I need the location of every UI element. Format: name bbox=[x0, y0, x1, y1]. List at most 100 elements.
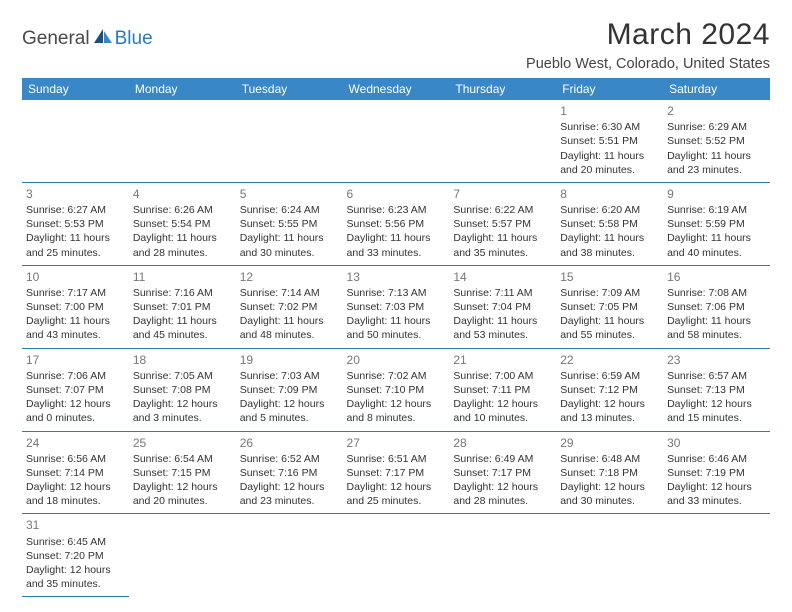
calendar-cell: 3Sunrise: 6:27 AMSunset: 5:53 PMDaylight… bbox=[22, 182, 129, 265]
calendar-row: 24Sunrise: 6:56 AMSunset: 7:14 PMDayligh… bbox=[22, 431, 770, 514]
cell-line: and 55 minutes. bbox=[560, 328, 659, 342]
calendar-cell bbox=[236, 514, 343, 597]
calendar-cell: 9Sunrise: 6:19 AMSunset: 5:59 PMDaylight… bbox=[663, 182, 770, 265]
cell-line: Sunset: 7:06 PM bbox=[667, 300, 766, 314]
cell-line: Sunrise: 6:26 AM bbox=[133, 203, 232, 217]
cell-line: Daylight: 12 hours bbox=[667, 397, 766, 411]
cell-line: Sunrise: 6:23 AM bbox=[347, 203, 446, 217]
day-number: 13 bbox=[347, 269, 446, 285]
day-number: 10 bbox=[26, 269, 125, 285]
calendar-cell: 6Sunrise: 6:23 AMSunset: 5:56 PMDaylight… bbox=[343, 182, 450, 265]
cell-line: Sunset: 7:05 PM bbox=[560, 300, 659, 314]
cell-line: Daylight: 11 hours bbox=[26, 314, 125, 328]
cell-line: Sunrise: 7:05 AM bbox=[133, 369, 232, 383]
cell-line: and 13 minutes. bbox=[560, 411, 659, 425]
calendar-cell: 27Sunrise: 6:51 AMSunset: 7:17 PMDayligh… bbox=[343, 431, 450, 514]
cell-line: and 8 minutes. bbox=[347, 411, 446, 425]
cell-line: Sunrise: 7:02 AM bbox=[347, 369, 446, 383]
calendar-cell: 26Sunrise: 6:52 AMSunset: 7:16 PMDayligh… bbox=[236, 431, 343, 514]
day-number: 21 bbox=[453, 352, 552, 368]
cell-line: Sunset: 7:09 PM bbox=[240, 383, 339, 397]
cell-line: and 30 minutes. bbox=[560, 494, 659, 508]
cell-line: Sunset: 5:52 PM bbox=[667, 134, 766, 148]
logo-text-blue: Blue bbox=[115, 28, 153, 50]
cell-line: Sunset: 7:17 PM bbox=[453, 466, 552, 480]
day-number: 11 bbox=[133, 269, 232, 285]
cell-line: Sunrise: 6:19 AM bbox=[667, 203, 766, 217]
calendar-row: 17Sunrise: 7:06 AMSunset: 7:07 PMDayligh… bbox=[22, 348, 770, 431]
cell-line: Sunset: 7:11 PM bbox=[453, 383, 552, 397]
cell-line: Sunset: 5:59 PM bbox=[667, 217, 766, 231]
cell-line: and 15 minutes. bbox=[667, 411, 766, 425]
day-number: 22 bbox=[560, 352, 659, 368]
calendar-cell: 4Sunrise: 6:26 AMSunset: 5:54 PMDaylight… bbox=[129, 182, 236, 265]
cell-line: and 35 minutes. bbox=[453, 246, 552, 260]
cell-line: and 53 minutes. bbox=[453, 328, 552, 342]
cell-line: Daylight: 11 hours bbox=[667, 314, 766, 328]
day-number: 18 bbox=[133, 352, 232, 368]
cell-line: Sunset: 5:57 PM bbox=[453, 217, 552, 231]
calendar-cell: 16Sunrise: 7:08 AMSunset: 7:06 PMDayligh… bbox=[663, 265, 770, 348]
cell-line: and 28 minutes. bbox=[133, 246, 232, 260]
cell-line: and 20 minutes. bbox=[133, 494, 232, 508]
day-number: 28 bbox=[453, 435, 552, 451]
cell-line: Daylight: 11 hours bbox=[560, 314, 659, 328]
cell-line: Sunset: 5:55 PM bbox=[240, 217, 339, 231]
calendar-row: 3Sunrise: 6:27 AMSunset: 5:53 PMDaylight… bbox=[22, 182, 770, 265]
day-number: 30 bbox=[667, 435, 766, 451]
day-number: 14 bbox=[453, 269, 552, 285]
cell-line: and 25 minutes. bbox=[26, 246, 125, 260]
cell-line: Sunrise: 7:17 AM bbox=[26, 286, 125, 300]
calendar-cell: 11Sunrise: 7:16 AMSunset: 7:01 PMDayligh… bbox=[129, 265, 236, 348]
cell-line: Sunset: 5:54 PM bbox=[133, 217, 232, 231]
cell-line: Sunset: 7:14 PM bbox=[26, 466, 125, 480]
cell-line: Sunrise: 6:29 AM bbox=[667, 120, 766, 134]
calendar-row: 31Sunrise: 6:45 AMSunset: 7:20 PMDayligh… bbox=[22, 514, 770, 597]
calendar-cell: 1Sunrise: 6:30 AMSunset: 5:51 PMDaylight… bbox=[556, 100, 663, 182]
cell-line: and 5 minutes. bbox=[240, 411, 339, 425]
calendar-row: 10Sunrise: 7:17 AMSunset: 7:00 PMDayligh… bbox=[22, 265, 770, 348]
cell-line: Sunset: 5:58 PM bbox=[560, 217, 659, 231]
cell-line: Daylight: 11 hours bbox=[453, 231, 552, 245]
cell-line: Sunrise: 6:27 AM bbox=[26, 203, 125, 217]
cell-line: Daylight: 11 hours bbox=[133, 314, 232, 328]
calendar-cell: 24Sunrise: 6:56 AMSunset: 7:14 PMDayligh… bbox=[22, 431, 129, 514]
day-number: 19 bbox=[240, 352, 339, 368]
cell-line: and 33 minutes. bbox=[347, 246, 446, 260]
calendar-cell bbox=[236, 100, 343, 182]
day-number: 27 bbox=[347, 435, 446, 451]
day-number: 1 bbox=[560, 103, 659, 119]
cell-line: Sunset: 7:16 PM bbox=[240, 466, 339, 480]
cell-line: and 43 minutes. bbox=[26, 328, 125, 342]
calendar-cell: 25Sunrise: 6:54 AMSunset: 7:15 PMDayligh… bbox=[129, 431, 236, 514]
cell-line: Daylight: 12 hours bbox=[240, 480, 339, 494]
cell-line: Daylight: 11 hours bbox=[240, 231, 339, 245]
calendar-cell: 29Sunrise: 6:48 AMSunset: 7:18 PMDayligh… bbox=[556, 431, 663, 514]
day-number: 20 bbox=[347, 352, 446, 368]
calendar-body: 1Sunrise: 6:30 AMSunset: 5:51 PMDaylight… bbox=[22, 100, 770, 597]
cell-line: Daylight: 11 hours bbox=[667, 149, 766, 163]
cell-line: and 33 minutes. bbox=[667, 494, 766, 508]
calendar-cell bbox=[343, 100, 450, 182]
cell-line: and 20 minutes. bbox=[560, 163, 659, 177]
cell-line: Daylight: 11 hours bbox=[26, 231, 125, 245]
title-block: March 2024 Pueblo West, Colorado, United… bbox=[526, 18, 770, 72]
cell-line: and 35 minutes. bbox=[26, 577, 125, 591]
cell-line: Sunset: 7:10 PM bbox=[347, 383, 446, 397]
cell-line: Sunset: 7:01 PM bbox=[133, 300, 232, 314]
calendar-cell: 8Sunrise: 6:20 AMSunset: 5:58 PMDaylight… bbox=[556, 182, 663, 265]
cell-line: Daylight: 12 hours bbox=[133, 397, 232, 411]
cell-line: Daylight: 12 hours bbox=[453, 397, 552, 411]
cell-line: Daylight: 12 hours bbox=[560, 480, 659, 494]
day-number: 5 bbox=[240, 186, 339, 202]
day-number: 4 bbox=[133, 186, 232, 202]
cell-line: Sunset: 7:08 PM bbox=[133, 383, 232, 397]
calendar-table: SundayMondayTuesdayWednesdayThursdayFrid… bbox=[22, 78, 770, 597]
calendar-cell bbox=[129, 100, 236, 182]
cell-line: Sunrise: 7:14 AM bbox=[240, 286, 339, 300]
calendar-cell: 31Sunrise: 6:45 AMSunset: 7:20 PMDayligh… bbox=[22, 514, 129, 597]
day-number: 17 bbox=[26, 352, 125, 368]
logo: General Blue bbox=[22, 18, 153, 50]
cell-line: and 30 minutes. bbox=[240, 246, 339, 260]
cell-line: Sunrise: 7:08 AM bbox=[667, 286, 766, 300]
